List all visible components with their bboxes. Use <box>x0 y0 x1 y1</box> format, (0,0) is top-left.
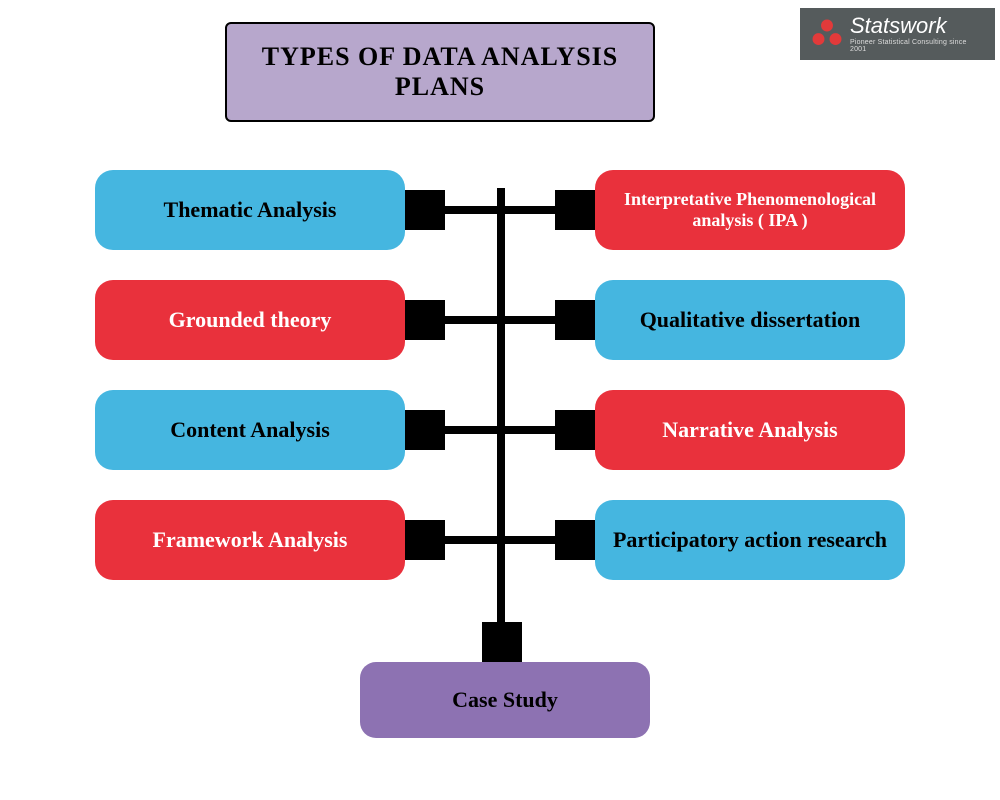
connector-hline-right-0 <box>500 206 555 214</box>
logo-icon <box>810 17 844 51</box>
connector-square-bottom <box>482 622 522 662</box>
connector-hline-left-1 <box>445 316 500 324</box>
connector-square-left-0 <box>405 190 445 230</box>
connector-spine <box>497 188 505 658</box>
connector-square-right-2 <box>555 410 595 450</box>
node-left-1: Grounded theory <box>95 280 405 360</box>
connector-square-left-2 <box>405 410 445 450</box>
node-label: Participatory action research <box>613 527 887 553</box>
logo-brand: Statswork <box>850 15 985 37</box>
logo-tagline: Pioneer Statistical Consulting since 200… <box>850 39 985 53</box>
connector-square-right-0 <box>555 190 595 230</box>
diagram-title: TYPES OF DATA ANALYSIS PLANS <box>225 22 655 122</box>
node-case-study: Case Study <box>360 662 650 738</box>
node-label: Qualitative dissertation <box>640 307 861 333</box>
node-left-3: Framework Analysis <box>95 500 405 580</box>
connector-square-left-3 <box>405 520 445 560</box>
node-label: Narrative Analysis <box>662 417 837 443</box>
connector-hline-right-1 <box>500 316 555 324</box>
diagram-canvas: Statswork Pioneer Statistical Consulting… <box>0 0 1000 800</box>
diagram-title-text: TYPES OF DATA ANALYSIS PLANS <box>227 42 653 102</box>
logo-text: Statswork Pioneer Statistical Consulting… <box>850 15 985 53</box>
node-label: Content Analysis <box>170 417 330 443</box>
node-label: Grounded theory <box>169 307 332 333</box>
connector-hline-left-2 <box>445 426 500 434</box>
connector-square-right-1 <box>555 300 595 340</box>
node-left-0: Thematic Analysis <box>95 170 405 250</box>
connector-hline-left-3 <box>445 536 500 544</box>
node-right-3: Participatory action research <box>595 500 905 580</box>
node-right-0: Interpretative Phenomenological analysis… <box>595 170 905 250</box>
connector-hline-left-0 <box>445 206 500 214</box>
connector-square-right-3 <box>555 520 595 560</box>
connector-hline-right-3 <box>500 536 555 544</box>
node-label: Thematic Analysis <box>164 197 337 223</box>
node-right-2: Narrative Analysis <box>595 390 905 470</box>
node-right-1: Qualitative dissertation <box>595 280 905 360</box>
connector-square-left-1 <box>405 300 445 340</box>
connector-hline-right-2 <box>500 426 555 434</box>
logo-badge: Statswork Pioneer Statistical Consulting… <box>800 8 995 60</box>
node-label: Framework Analysis <box>153 527 348 553</box>
node-label: Case Study <box>452 687 558 713</box>
node-label: Interpretative Phenomenological analysis… <box>605 189 895 231</box>
node-left-2: Content Analysis <box>95 390 405 470</box>
